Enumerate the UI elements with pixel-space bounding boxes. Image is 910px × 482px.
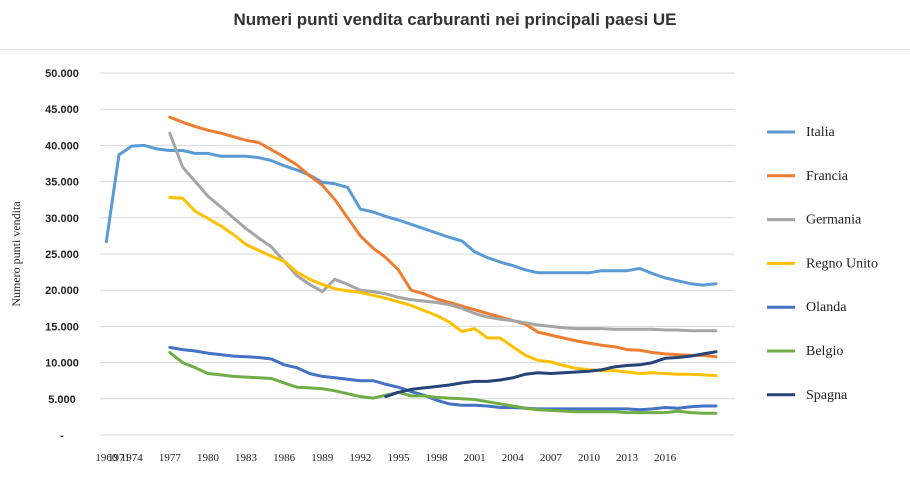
legend-label: Italia [806,125,836,140]
y-tick-label: 50.000 [45,68,79,80]
x-tick-label: 1960 [95,452,118,464]
x-tick-label: 1974 [121,452,144,464]
series-line [104,143,718,287]
y-tick-label: 5.000 [48,394,76,406]
y-tick-label: 20.000 [45,285,79,297]
x-tick-label: 2007 [540,452,563,464]
x-tick-label: 1977 [159,452,182,464]
x-tick-label: 2013 [616,452,639,464]
y-tick-label: - [60,430,64,442]
x-tick-label: 1989 [311,452,334,464]
x-tick-label: 1971 [108,452,130,464]
x-tick-label: 1992 [349,452,371,464]
x-tick-label: 1986 [273,452,296,464]
x-tick-label: 1980 [197,452,220,464]
x-tick-label: 1983 [235,452,258,464]
series-line [168,131,718,333]
x-tick-label: 1995 [387,452,410,464]
y-axis-label: Numero punti vendita [9,201,23,307]
legend-label: Belgio [806,344,843,359]
title-divider [0,49,910,50]
y-tick-label: 40.000 [45,140,79,152]
x-tick-label: 1998 [426,452,449,464]
y-tick-label: 15.000 [45,321,79,333]
y-tick-label: 45.000 [45,104,79,116]
y-tick-label: 35.000 [45,177,79,189]
legend-label: Francia [806,169,849,184]
series-line [168,196,718,378]
x-tick-label: 2016 [654,452,677,464]
legend-label: Olanda [806,300,847,315]
series-line [384,350,718,399]
series-line [168,351,718,415]
chart-title: Numeri punti vendita carburanti nei prin… [233,10,677,29]
series-line [168,345,718,412]
series-line [168,115,718,359]
y-tick-label: 10.000 [45,358,79,370]
legend-label: Germania [806,213,862,228]
y-tick-label: 25.000 [45,249,79,261]
x-tick-label: 2010 [578,452,601,464]
legend-label: Regno Unito [806,256,878,271]
x-tick-label: 2004 [502,452,525,464]
x-tick-label: 2001 [464,452,486,464]
legend-label: Spagna [806,388,848,403]
y-tick-label: 30.000 [45,213,79,225]
